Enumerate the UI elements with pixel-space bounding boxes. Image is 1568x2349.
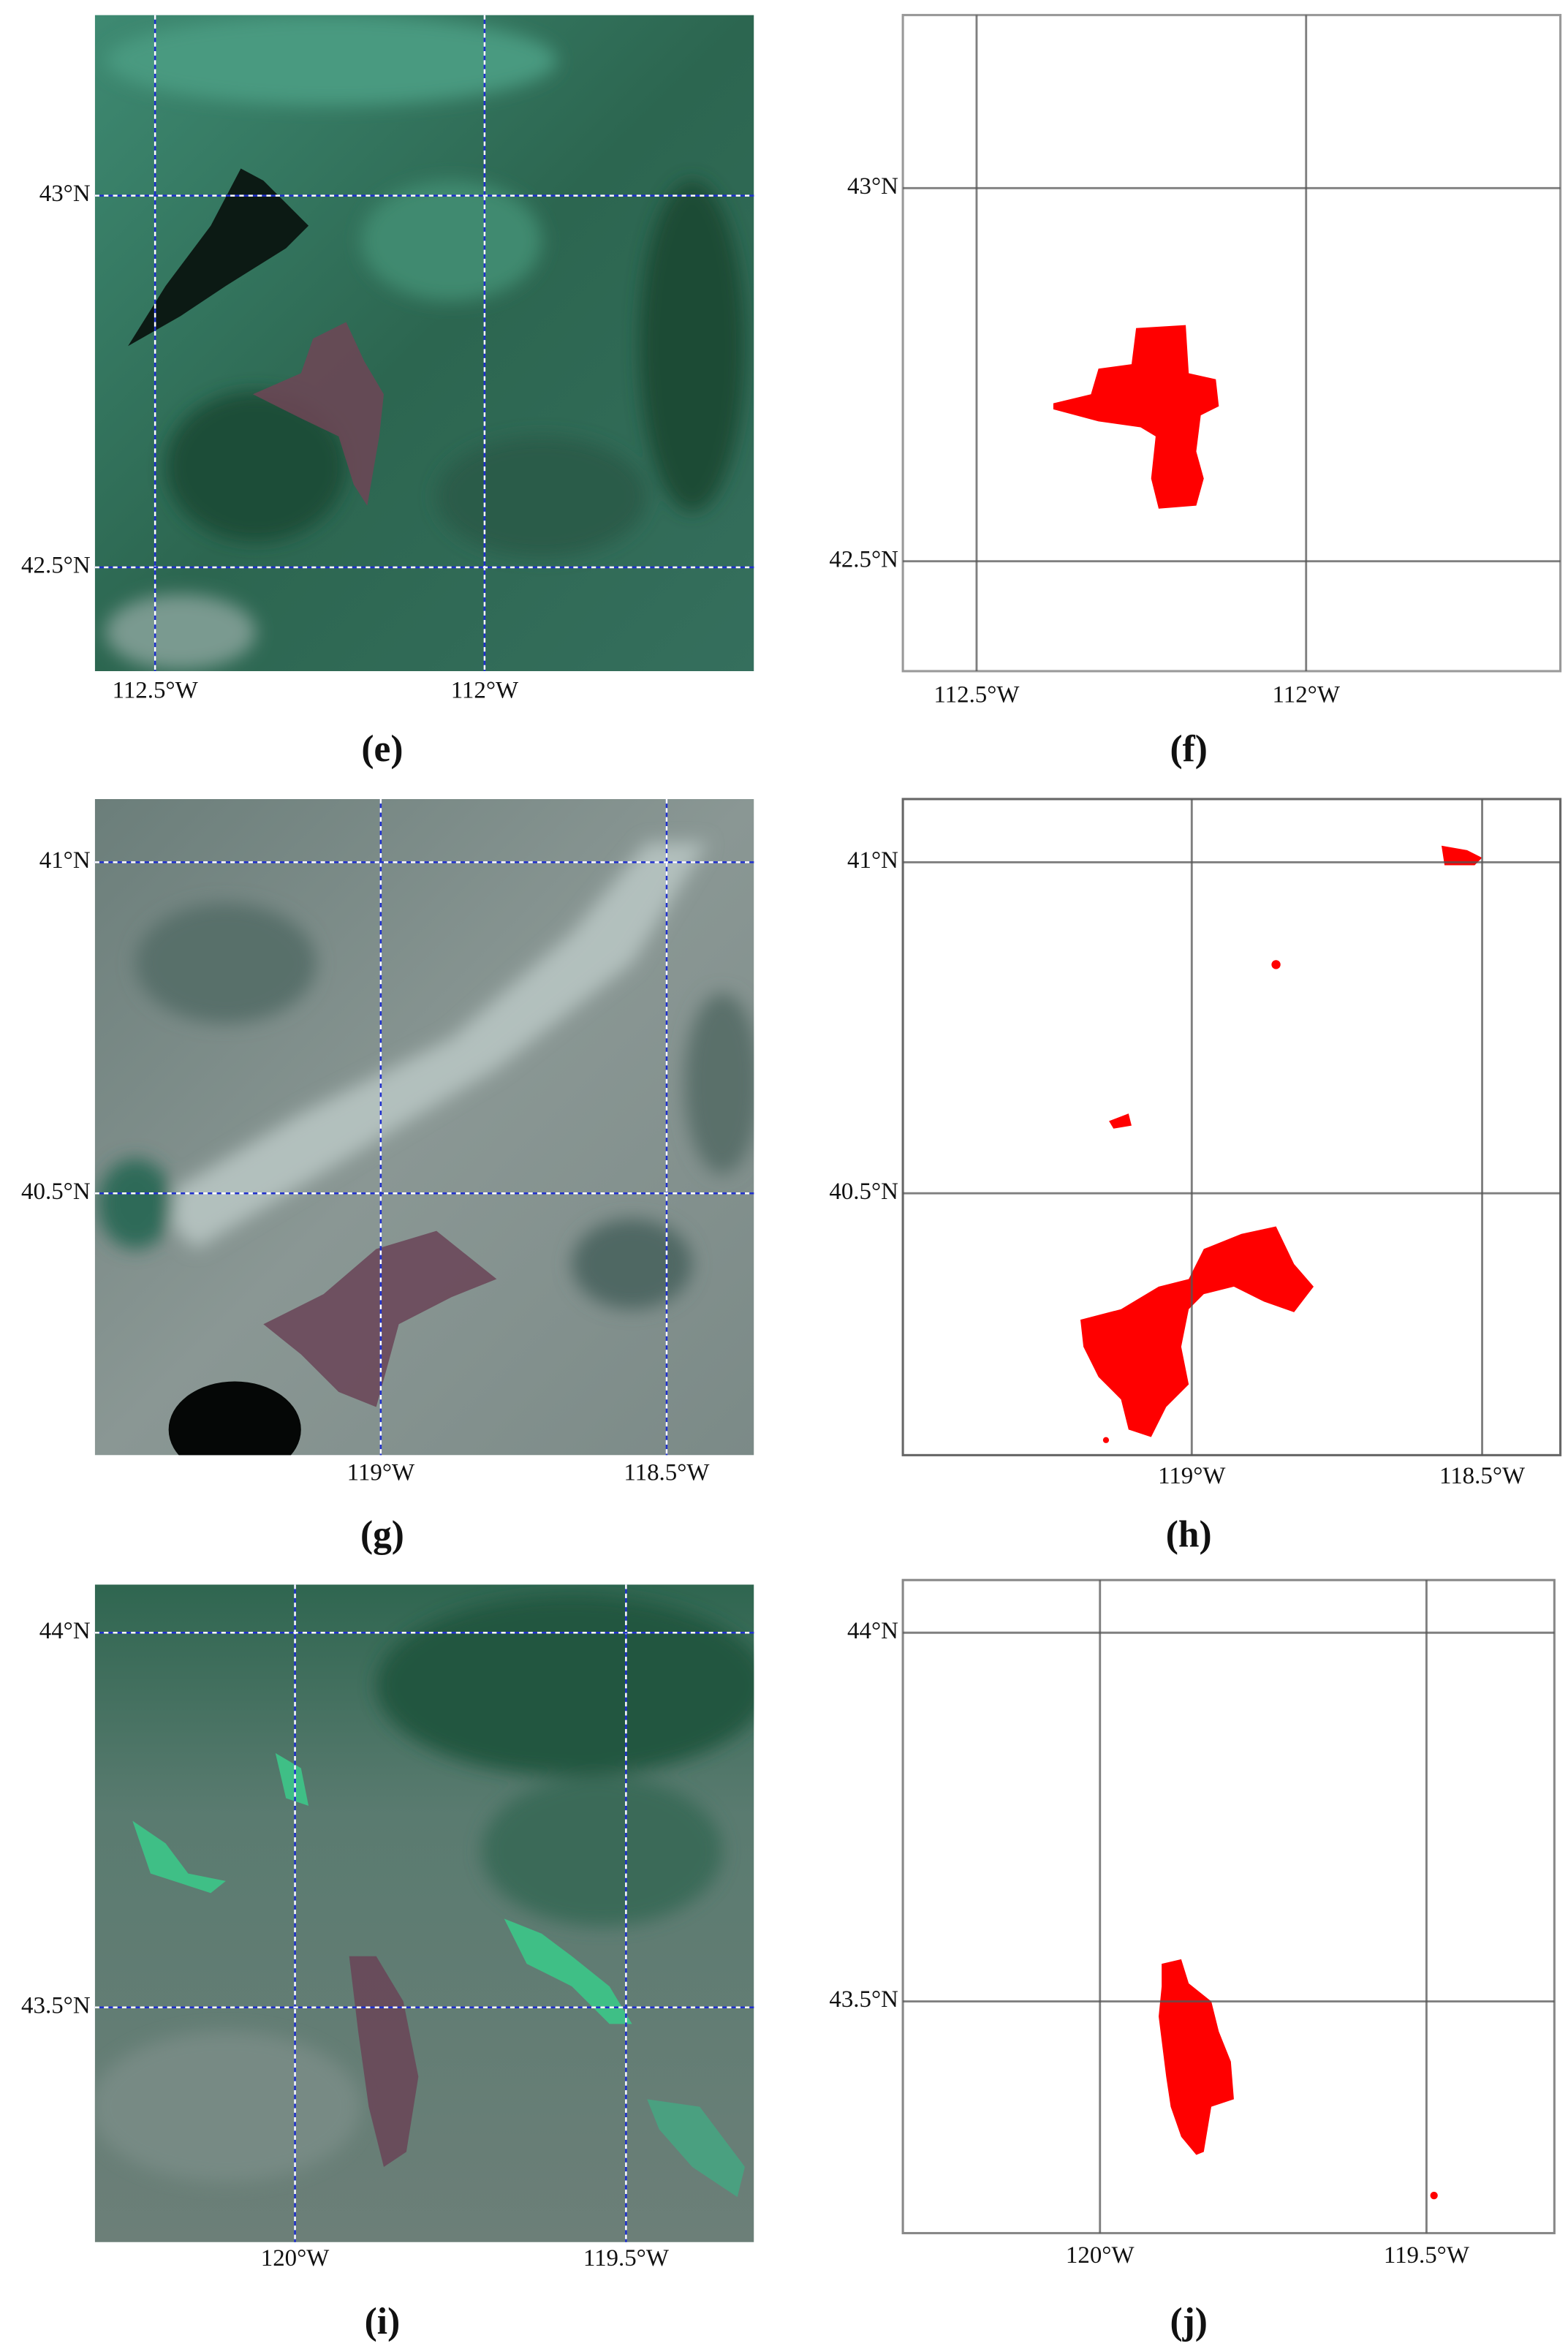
lat-label: 43°N <box>39 181 91 207</box>
lon-label: 120°W <box>1066 2242 1135 2269</box>
lat-label: 40.5°N <box>21 1179 91 1205</box>
lon-label: 112°W <box>1273 682 1341 708</box>
lat-label: 44°N <box>39 1618 91 1644</box>
lon-label: 112.5°W <box>933 682 1020 708</box>
lat-label: 42.5°N <box>829 546 898 572</box>
lat-label: 42.5°N <box>21 553 91 579</box>
panel-caption: (e) <box>361 728 403 770</box>
lon-label: 119°W <box>1158 1463 1226 1489</box>
lat-label: 43.5°N <box>21 1992 91 2019</box>
map-frame <box>901 1578 1556 2235</box>
lon-label: 112°W <box>451 677 519 703</box>
satellite-image <box>94 1584 754 2242</box>
lat-label: 44°N <box>847 1618 898 1644</box>
panel-caption: (j) <box>1170 2301 1207 2342</box>
lon-label: 119.5°W <box>583 2245 670 2272</box>
lon-label: 118.5°W <box>624 1460 710 1486</box>
satellite-image <box>94 798 754 1456</box>
burned-area <box>1053 325 1482 2200</box>
map-frame <box>901 14 1562 673</box>
satellite-image <box>94 15 754 671</box>
lon-label: 120°W <box>261 2245 330 2272</box>
map-frame <box>901 798 1562 1456</box>
panel-caption: (f) <box>1170 728 1207 770</box>
lon-label: 118.5°W <box>1439 1463 1526 1489</box>
panel-caption: (i) <box>365 2301 401 2342</box>
lat-label: 40.5°N <box>829 1179 898 1205</box>
panel-caption: (g) <box>360 1513 404 1555</box>
lon-label: 119.5°W <box>1384 2242 1470 2269</box>
lat-label: 43.5°N <box>829 1986 898 2013</box>
lon-label: 119°W <box>347 1460 415 1486</box>
lon-label: 112.5°W <box>113 677 199 703</box>
lat-label: 41°N <box>847 847 898 874</box>
lat-label: 41°N <box>39 847 91 874</box>
lat-label: 43°N <box>847 173 898 200</box>
panel-caption: (h) <box>1166 1513 1212 1555</box>
